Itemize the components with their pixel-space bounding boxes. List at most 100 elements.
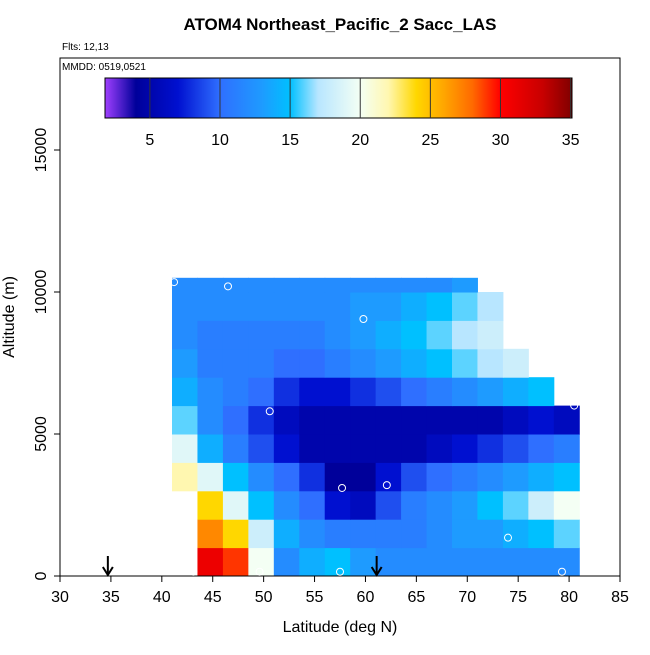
heat-cell — [248, 519, 275, 549]
heat-cell — [452, 292, 478, 321]
heat-cell — [273, 320, 300, 350]
heat-cell — [299, 434, 326, 463]
heat-cell — [502, 348, 529, 378]
heat-cell — [477, 320, 504, 350]
heat-cell — [273, 434, 300, 463]
x-tick-label: 40 — [153, 589, 171, 606]
heat-cell — [375, 434, 402, 463]
heat-cell — [222, 547, 249, 577]
heat-cell — [324, 519, 351, 549]
x-tick-label: 85 — [611, 589, 629, 606]
heat-cell — [452, 519, 478, 549]
heat-cell — [375, 547, 402, 577]
heat-cell — [222, 348, 249, 378]
heat-cell — [324, 277, 351, 293]
heat-cell — [172, 377, 198, 407]
heat-cell — [324, 348, 351, 378]
colorbar-tick-label: 5 — [145, 132, 154, 149]
colorbar-tick-label: 30 — [492, 132, 510, 149]
heat-cell — [452, 348, 478, 378]
arrow — [370, 556, 383, 577]
heat-cell — [401, 377, 428, 407]
heat-cell — [452, 377, 478, 407]
heat-cell — [477, 292, 504, 321]
heat-cell — [222, 292, 249, 321]
heat-cell — [299, 547, 326, 577]
heat-cell — [477, 348, 504, 378]
heat-cell — [324, 405, 351, 435]
heat-cell — [222, 277, 249, 293]
heat-cell — [222, 377, 249, 407]
heat-cell — [401, 320, 428, 350]
sample-point — [265, 407, 274, 416]
heat-cell — [528, 434, 555, 463]
heat-cell — [502, 519, 529, 549]
y-tick-label: 15000 — [33, 128, 50, 173]
sample-point — [359, 314, 368, 323]
heat-cell — [426, 377, 453, 407]
heat-cell — [299, 377, 326, 407]
heat-cell — [375, 519, 402, 549]
heat-cell — [426, 348, 453, 378]
sample-point — [382, 481, 391, 490]
heat-cell — [375, 320, 402, 350]
heat-cell — [452, 547, 478, 577]
heat-cell — [528, 462, 555, 492]
heat-cell — [502, 490, 529, 520]
heat-cell — [401, 547, 428, 577]
heat-cell — [248, 547, 275, 577]
heat-cell — [273, 348, 300, 378]
heat-cell — [375, 462, 402, 492]
heat-cell — [299, 462, 326, 492]
heat-cell — [477, 434, 504, 463]
sample-point — [336, 567, 344, 576]
colorbar-tick-label: 15 — [281, 132, 299, 149]
sample-point — [189, 567, 198, 576]
heat-cell — [502, 462, 529, 492]
sample-point — [338, 483, 347, 492]
arrow-head — [370, 566, 383, 577]
heat-cell — [324, 434, 351, 463]
x-tick-label: 65 — [407, 589, 425, 606]
y-axis-label: Altitude (m) — [1, 276, 18, 358]
heat-cell — [375, 490, 402, 520]
heat-cell — [299, 277, 326, 293]
heat-cell — [222, 519, 249, 549]
heat-cell — [502, 434, 529, 463]
sample-point — [170, 278, 179, 287]
heat-cell — [350, 519, 377, 549]
heat-cell — [477, 377, 504, 407]
heat-cell — [299, 292, 326, 321]
heat-cell — [248, 277, 275, 293]
arrow-head — [102, 566, 114, 577]
heat-cell — [426, 462, 453, 492]
heat-cell — [426, 490, 453, 520]
heat-cell — [222, 462, 249, 492]
heat-cell — [273, 462, 300, 492]
heat-cell — [197, 405, 224, 435]
heat-cell — [401, 519, 428, 549]
heat-cell — [172, 348, 198, 378]
heat-cell — [477, 490, 504, 520]
heat-cell — [502, 547, 529, 577]
heat-cell — [426, 292, 453, 321]
heat-cell — [401, 277, 428, 293]
heat-cell — [172, 434, 198, 463]
colorbar-tick-label: 25 — [421, 132, 439, 149]
heat-cell — [401, 462, 428, 492]
heat-cell — [452, 277, 478, 293]
heat-cell — [248, 490, 275, 520]
heat-cell — [324, 547, 351, 577]
heat-cell — [350, 434, 377, 463]
heat-cell — [350, 462, 377, 492]
heat-cell — [197, 292, 224, 321]
annotation: MMDD: 0519,0521 — [62, 62, 146, 73]
colorbar — [104, 77, 573, 119]
heat-cell — [350, 277, 377, 293]
heat-cell — [172, 320, 198, 350]
x-tick-label: 55 — [306, 589, 324, 606]
heat-cell — [248, 377, 275, 407]
y-tick-label: 5000 — [33, 416, 50, 452]
heat-cell — [401, 490, 428, 520]
